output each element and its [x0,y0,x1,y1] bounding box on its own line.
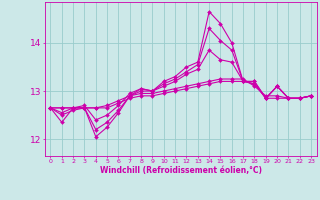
X-axis label: Windchill (Refroidissement éolien,°C): Windchill (Refroidissement éolien,°C) [100,166,262,175]
